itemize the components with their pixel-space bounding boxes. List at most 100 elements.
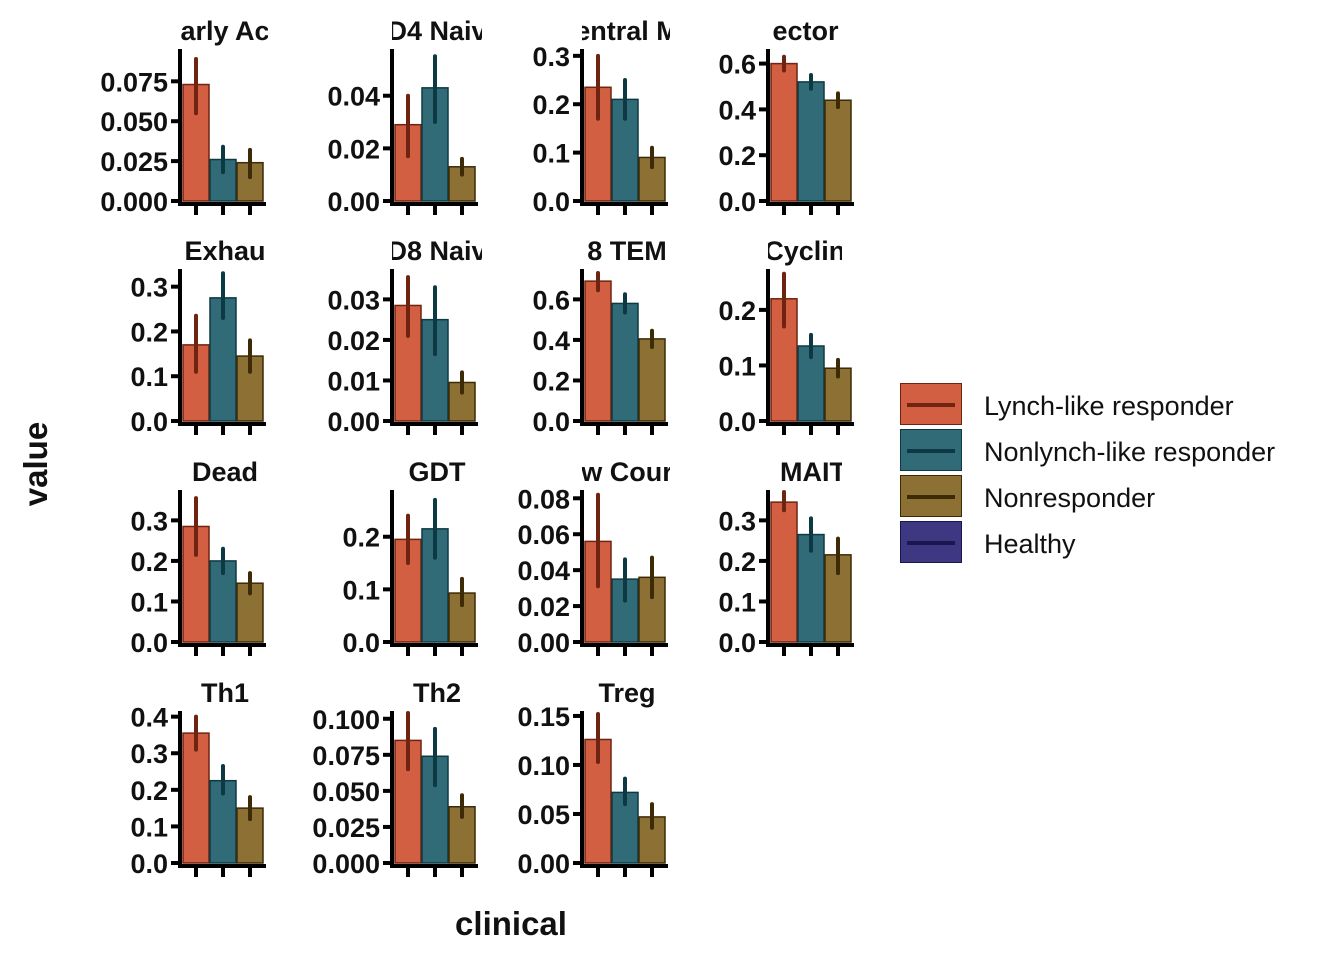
facet-title: Dead (192, 457, 258, 487)
y-tick-label: 0.2 (130, 776, 168, 806)
y-tick-label: 0.4 (532, 326, 570, 356)
bar (611, 302, 639, 422)
y-tick-label: 0.1 (130, 812, 168, 842)
y-tick-label: 0.050 (312, 777, 380, 807)
y-tick-label: 0.0 (532, 407, 570, 437)
facet-title: Treg (598, 678, 655, 708)
y-tick-label: 0.01 (327, 366, 380, 396)
y-tick-label: 0.000 (100, 187, 168, 217)
facet-title: MAIT (780, 457, 846, 487)
bar (182, 732, 210, 864)
legend-swatch-line (907, 495, 955, 499)
bar (797, 81, 825, 202)
y-tick-label: 0.2 (342, 523, 380, 553)
y-tick-label: 0.3 (130, 273, 168, 303)
facet-title: ector I (772, 16, 853, 46)
y-tick-label: 0.02 (327, 134, 380, 164)
y-tick-label: 0.2 (718, 547, 756, 577)
legend-swatch (900, 429, 962, 471)
y-tick-label: 0.05 (517, 800, 570, 830)
legend-label: Nonresponder (984, 483, 1156, 513)
y-tick-label: 0.0 (130, 849, 168, 879)
y-tick-label: 0.2 (718, 296, 756, 326)
y-tick-label: 0.02 (517, 592, 570, 622)
bar (584, 86, 612, 202)
y-tick-label: 0.1 (342, 575, 380, 605)
y-tick-label: 0.100 (312, 705, 380, 735)
facet-title: entral M (575, 16, 679, 46)
facet-title: Th2 (413, 678, 461, 708)
y-tick-label: 0.1 (718, 351, 756, 381)
y-tick-label: 0.0 (130, 407, 168, 437)
bar (209, 297, 237, 422)
legend-label: Healthy (984, 529, 1076, 559)
facet-title: GDT (409, 457, 467, 487)
x-axis-title: clinical (455, 905, 567, 942)
legend-swatch-line (907, 449, 955, 453)
y-tick-label: 0.1 (718, 587, 756, 617)
facet-title: Exhau (184, 236, 265, 266)
legend-label: Nonlynch-like responder (984, 437, 1276, 467)
bar (638, 338, 666, 422)
y-tick-label: 0.04 (517, 556, 570, 586)
legend-swatch (900, 383, 962, 425)
y-tick-label: 0.00 (327, 407, 380, 437)
y-tick-label: 0.025 (100, 147, 168, 177)
y-tick-label: 0.06 (517, 520, 570, 550)
y-tick-label: 0.08 (517, 484, 570, 514)
y-tick-label: 0.1 (532, 139, 570, 169)
y-tick-label: 0.000 (312, 849, 380, 879)
y-tick-label: 0.6 (532, 285, 570, 315)
y-tick-label: 0.0 (718, 407, 756, 437)
y-tick-label: 0.2 (532, 90, 570, 120)
y-tick-label: 0.00 (517, 628, 570, 658)
facet-title: Cycling (764, 236, 862, 266)
y-tick-label: 0.0 (130, 628, 168, 658)
facet-title: 8 TEM (587, 236, 667, 266)
y-tick-label: 0.03 (327, 285, 380, 315)
legend-label: Lynch-like responder (984, 391, 1234, 421)
y-tick-label: 0.3 (718, 506, 756, 536)
y-tick-label: 0.4 (718, 95, 756, 125)
y-tick-label: 0.1 (130, 362, 168, 392)
y-tick-label: 0.3 (532, 42, 570, 72)
y-tick-label: 0.3 (130, 739, 168, 769)
y-tick-label: 0.075 (100, 67, 168, 97)
bar (770, 501, 798, 643)
y-tick-label: 0.2 (718, 141, 756, 171)
bar (824, 99, 852, 202)
facet-title: D8 Naiv (387, 236, 486, 266)
y-tick-label: 0.04 (327, 82, 380, 112)
legend-swatch-line (907, 541, 955, 545)
y-tick-label: 0.0 (532, 187, 570, 217)
y-tick-label: 0.025 (312, 813, 380, 843)
y-axis-title: value (17, 422, 54, 506)
y-tick-label: 0.10 (517, 751, 570, 781)
y-tick-label: 0.075 (312, 741, 380, 771)
legend-swatch-line (907, 403, 955, 407)
y-tick-label: 0.00 (517, 849, 570, 879)
y-tick-label: 0.3 (130, 506, 168, 536)
y-tick-label: 0.0 (342, 628, 380, 658)
facet-title: D4 Naiv (387, 16, 486, 46)
y-tick-label: 0.15 (517, 702, 570, 732)
y-tick-label: 0.0 (718, 628, 756, 658)
y-tick-label: 0.050 (100, 107, 168, 137)
y-tick-label: 0.0 (718, 187, 756, 217)
legend-swatch (900, 521, 962, 563)
y-tick-label: 0.1 (130, 587, 168, 617)
y-tick-label: 0.2 (130, 317, 168, 347)
y-tick-label: 0.02 (327, 326, 380, 356)
facet-title: Th1 (201, 678, 249, 708)
y-tick-label: 0.2 (532, 366, 570, 396)
legend-swatch (900, 475, 962, 517)
facet-title: arly Ac (180, 16, 269, 46)
y-tick-label: 0.4 (130, 703, 168, 733)
bar (584, 280, 612, 422)
y-tick-label: 0.00 (327, 187, 380, 217)
bar (770, 62, 798, 202)
y-tick-label: 0.2 (130, 547, 168, 577)
facet-title: w Cour (580, 457, 673, 487)
y-tick-label: 0.6 (718, 50, 756, 80)
